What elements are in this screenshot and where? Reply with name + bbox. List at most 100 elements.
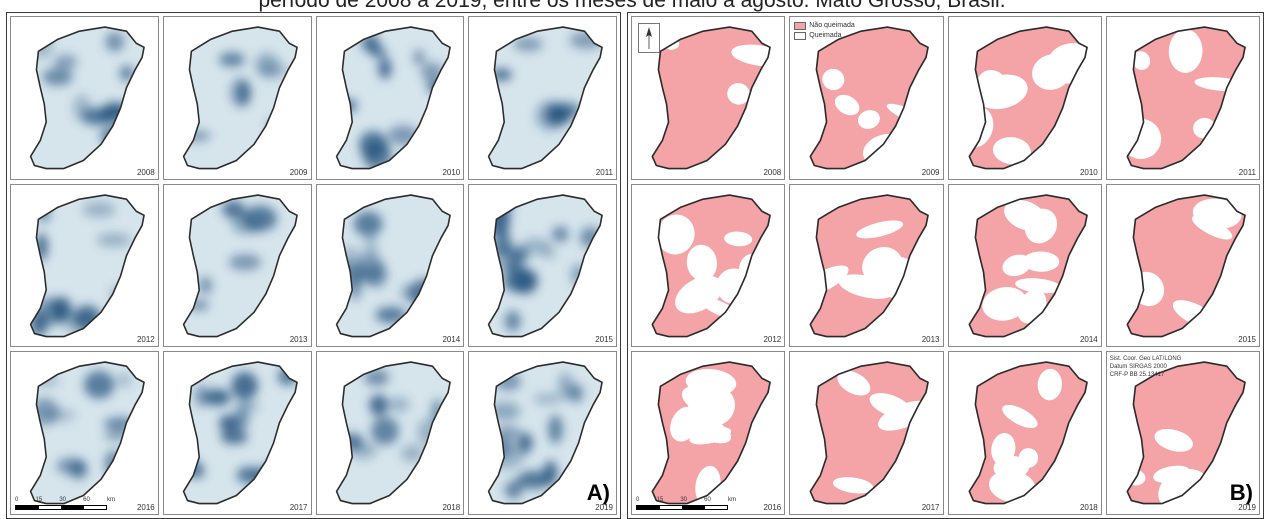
year-label: 2017 — [289, 503, 308, 512]
density-hotspot — [504, 310, 522, 332]
burned-area — [822, 68, 845, 91]
year-label: 2008 — [136, 167, 155, 177]
burned-area — [727, 83, 750, 105]
municipality-outline — [182, 361, 298, 505]
burned-area — [731, 44, 771, 67]
coordinate-system-info: Sist. Coor. Geo LAT/LONG Datum SIRGAS 200… — [1110, 355, 1182, 379]
density-hotspot — [368, 394, 388, 416]
map-cell: 2012 — [10, 183, 159, 348]
density-map — [29, 361, 145, 505]
burned-area — [656, 214, 695, 255]
burn-map — [967, 26, 1088, 170]
map-cell: 2011 — [468, 16, 617, 180]
burned-area — [856, 220, 904, 238]
scale-tick-label: 0 — [636, 497, 640, 503]
map-cell: 2019 — [468, 351, 617, 515]
density-map — [182, 193, 298, 338]
burn-map — [651, 26, 771, 170]
density-hotspot — [363, 234, 378, 258]
scale-tick-label: 30 — [680, 497, 687, 503]
municipality-outline — [335, 193, 451, 338]
density-hotspot — [412, 49, 425, 66]
map-cell: 2018 — [315, 351, 465, 515]
burn-map — [967, 193, 1088, 338]
density-hotspot — [104, 451, 124, 478]
burned-area — [1061, 121, 1087, 137]
density-hotspot — [234, 400, 259, 413]
density-hotspot — [218, 52, 245, 67]
density-map — [488, 193, 604, 338]
map-cell: 2019 Sist. Coor. Geo LAT/LONG Datum SIRGAS… — [1105, 351, 1260, 515]
not-burned-area — [1127, 362, 1245, 504]
burned-area — [1132, 51, 1150, 70]
burned-area — [680, 413, 732, 444]
municipality-outline — [651, 193, 771, 338]
info-line: Datum SIRGAS 2000 — [1109, 364, 1167, 371]
map-cell: 2013 — [162, 183, 312, 348]
density-hotspot — [512, 267, 539, 294]
municipality-outline — [809, 193, 930, 338]
burned-area — [1192, 198, 1242, 229]
municipality-outline — [809, 361, 930, 505]
density-map — [488, 26, 604, 170]
year-label: 2010 — [1079, 167, 1098, 177]
density-map — [182, 361, 298, 505]
burned-area — [988, 470, 1035, 503]
scale-labels: 0 15 30 60 km — [636, 497, 736, 503]
burn-map — [651, 361, 771, 505]
panel-b-burn-maps: 2008 2009 Não queimada Queimada 2010 2011 2012… — [627, 12, 1264, 519]
density-hotspot — [119, 65, 134, 81]
municipality-outline — [29, 193, 145, 338]
density-hotspot — [363, 369, 389, 386]
municipality-outline — [967, 361, 1088, 505]
density-map — [335, 361, 451, 505]
municipality-fill — [488, 27, 603, 169]
municipality-outline — [29, 361, 145, 505]
caption-text: período de 2008 a 2019, entre os meses d… — [258, 0, 1006, 12]
density-hotspot — [387, 125, 419, 146]
municipality-outline — [1126, 361, 1246, 505]
density-hotspot — [96, 233, 131, 247]
year-label: 2017 — [921, 503, 940, 512]
density-hotspot — [210, 389, 227, 404]
density-hotspot — [82, 201, 116, 218]
density-hotspot — [187, 299, 209, 310]
year-label: 2011 — [1238, 167, 1256, 177]
municipality-outline — [1126, 193, 1246, 338]
municipality-outline — [651, 361, 771, 505]
density-hotspot — [193, 384, 209, 408]
legend-swatch — [794, 22, 807, 30]
legend-label: Queimada — [809, 32, 842, 39]
burn-map — [967, 361, 1088, 505]
density-hotspot — [230, 372, 258, 400]
scale-bar-graphic — [15, 505, 107, 510]
scale-bar: 0 15 30 60 km — [636, 497, 736, 511]
year-label: 2019 — [1238, 503, 1256, 512]
scale-tick-label: 30 — [59, 497, 66, 503]
density-hotspot — [517, 471, 552, 490]
year-label: 2008 — [763, 167, 782, 177]
density-hotspot — [374, 306, 407, 323]
scale-tick-label: 0 — [15, 497, 19, 503]
not-burned-area — [810, 27, 929, 169]
map-cell: 2013 — [789, 183, 944, 348]
density-hotspot — [69, 460, 88, 480]
burned-area — [1001, 405, 1038, 429]
map-cell: 2017 — [162, 351, 312, 515]
burned-area — [862, 246, 903, 285]
municipality-fill — [336, 27, 450, 169]
municipality-outline — [809, 26, 930, 170]
not-burned-area — [810, 362, 929, 504]
municipality-outline — [651, 26, 771, 170]
burned-area — [743, 450, 768, 491]
burn-map — [809, 193, 930, 338]
burned-area — [675, 275, 723, 314]
burned-area — [869, 393, 912, 419]
map-cell: 2009 Não queimada Queimada — [789, 16, 944, 180]
density-hotspot — [517, 433, 534, 454]
burn-map — [1126, 193, 1246, 338]
municipality-outline — [488, 361, 604, 505]
map-cell: 2008 — [631, 16, 786, 180]
year-label: 2015 — [1238, 335, 1256, 345]
municipality-outline — [488, 26, 604, 170]
